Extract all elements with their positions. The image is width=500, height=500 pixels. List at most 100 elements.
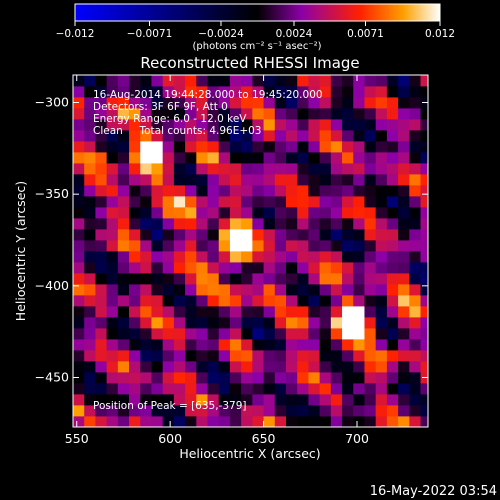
heatmap-cell (84, 405, 96, 417)
heatmap-cell (84, 251, 96, 263)
heatmap-cell (308, 383, 321, 395)
heatmap-cell (375, 240, 388, 252)
heatmap-cell (129, 262, 141, 274)
heatmap-cell (286, 361, 298, 373)
heatmap-cell (241, 361, 253, 373)
heatmap-cell (129, 240, 141, 252)
heatmap-cell (95, 75, 108, 87)
heatmap-cell (173, 416, 186, 427)
heatmap-cell (353, 350, 365, 362)
heatmap-cell (252, 119, 264, 131)
heatmap-cell (207, 218, 220, 230)
heatmap-cell (263, 130, 276, 142)
heatmap-cell (117, 295, 130, 307)
heatmap-cell (106, 141, 119, 153)
heatmap-cell (73, 141, 85, 153)
heatmap-cell (409, 295, 421, 307)
heatmap-cell (420, 350, 428, 362)
heatmap-cell (117, 372, 130, 384)
heatmap-cell (342, 119, 354, 131)
heatmap-cell (207, 372, 220, 384)
heatmap-cell (207, 273, 220, 285)
heatmap-cell (140, 141, 152, 153)
heatmap-cell (84, 284, 96, 296)
heatmap-cell (106, 130, 119, 142)
heatmap-cell (73, 405, 85, 417)
heatmap-cell (252, 295, 264, 307)
heatmap-cell (420, 196, 428, 208)
heatmap-cell (263, 119, 276, 131)
heatmap-cell (140, 86, 152, 98)
heatmap-cell (73, 306, 85, 318)
heatmap-cell (151, 328, 164, 340)
heatmap-cell (263, 86, 276, 98)
heatmap-cell (364, 416, 377, 427)
heatmap-cell (151, 383, 164, 395)
heatmap-cell (364, 306, 377, 318)
heatmap-cell (73, 416, 85, 427)
heatmap-cell (151, 108, 164, 120)
heatmap-cell (241, 119, 253, 131)
heatmap-cell (84, 108, 96, 120)
heatmap-cell (207, 86, 220, 98)
heatmap-cell (274, 295, 287, 307)
heatmap-cell (308, 196, 321, 208)
heatmap-cell (263, 262, 276, 274)
heatmap-cell (353, 339, 365, 351)
heatmap-cell (229, 251, 242, 263)
heatmap-cell (140, 207, 152, 219)
heatmap-cell (386, 372, 399, 384)
heatmap-cell (386, 328, 399, 340)
heatmap-cell (207, 328, 220, 340)
heatmap-cell (274, 163, 287, 175)
heatmap-cell (84, 240, 96, 252)
heatmap-cell (151, 229, 164, 241)
heatmap-cell (185, 284, 197, 296)
heatmap-cell (73, 152, 85, 164)
heatmap-cell (218, 394, 231, 406)
heatmap-cell (73, 130, 85, 142)
heatmap-cell (95, 383, 108, 395)
heatmap-cell (342, 152, 354, 164)
heatmap-cell (151, 405, 164, 417)
heatmap-cell (286, 394, 298, 406)
heatmap-cell (420, 383, 428, 395)
heatmap-cell (162, 295, 175, 307)
heatmap-cell (185, 86, 197, 98)
heatmap-cell (95, 240, 108, 252)
heatmap-cell (196, 295, 208, 307)
heatmap-cell (398, 163, 410, 175)
heatmap-cell (185, 306, 197, 318)
heatmap-cell (173, 262, 186, 274)
heatmap-cell (330, 86, 343, 98)
heatmap-cell (84, 218, 96, 230)
heatmap-cell (342, 394, 354, 406)
heatmap-cell (196, 141, 208, 153)
heatmap-cell (95, 119, 108, 131)
colorbar-unit: (photons cm⁻² s⁻¹ asec⁻²) (192, 41, 321, 52)
heatmap-cell (73, 218, 85, 230)
heatmap-cell (386, 273, 399, 285)
heatmap-cell (319, 361, 332, 373)
heatmap-cell (409, 141, 421, 153)
heatmap-cell (263, 383, 276, 395)
heatmap-cell (297, 383, 309, 395)
heatmap-cell (342, 262, 354, 274)
heatmap-cell (386, 339, 399, 351)
heatmap-cell (129, 152, 141, 164)
heatmap-cell (173, 394, 186, 406)
heatmap-cell (330, 174, 343, 186)
heatmap-cell (241, 328, 253, 340)
heatmap-cell (420, 119, 428, 131)
heatmap-cell (342, 317, 354, 329)
heatmap-cell (84, 152, 96, 164)
heatmap-cell (308, 75, 321, 87)
heatmap-cell (151, 218, 164, 230)
heatmap-cell (151, 185, 164, 197)
heatmap-cell (308, 218, 321, 230)
heatmap-cell (106, 350, 119, 362)
heatmap-cell (297, 405, 309, 417)
heatmap-cell (117, 284, 130, 296)
heatmap-cell (151, 86, 164, 98)
heatmap-cell (286, 119, 298, 131)
